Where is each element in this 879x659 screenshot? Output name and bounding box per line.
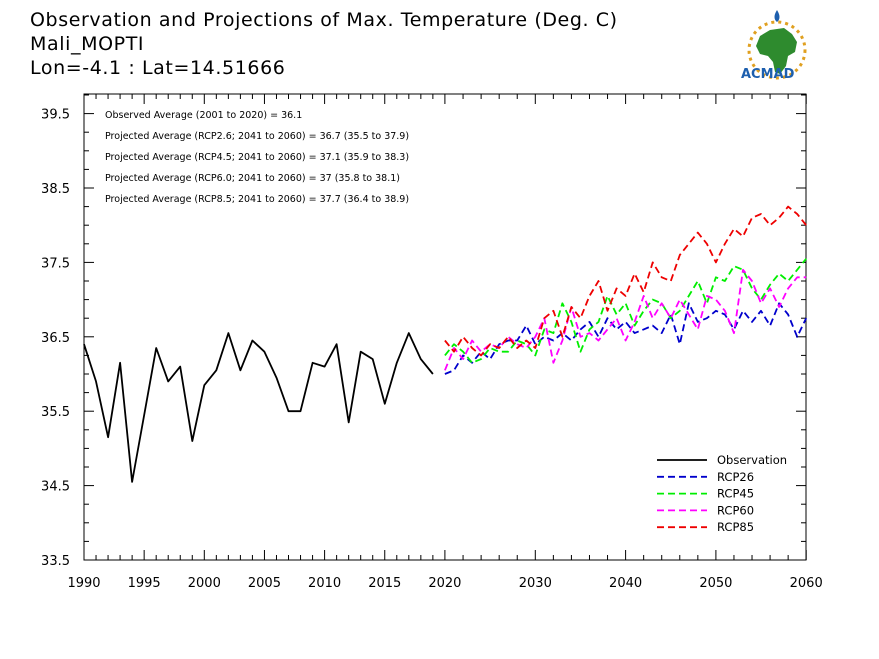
annotation-rcp60: Projected Average (RCP6.0; 2041 to 2060)… — [105, 173, 400, 184]
y-tick-label: 34.5 — [41, 480, 70, 495]
axes: 33.5 34.5 35.5 36.5 37.5 38.5 39.5 1990 1995 2000… — [41, 94, 823, 591]
acmad-logo: ACMAD — [741, 10, 807, 82]
legend-label: RCP85 — [717, 520, 754, 534]
annotation-observed: Observed Average (2001 to 2020) = 36.1 — [105, 110, 302, 121]
annotation-rcp85: Projected Average (RCP8.5; 2041 to 2060)… — [105, 194, 409, 205]
africa-icon — [756, 28, 797, 74]
x-tick-label: 1990 — [67, 576, 100, 591]
series-line-rcp85 — [444, 205, 807, 357]
x-tick-label: 2015 — [368, 576, 401, 591]
legend: Observation RCP26 RCP45 RCP60 RCP85 — [657, 453, 787, 534]
x-tick-label: 2060 — [790, 576, 823, 591]
y-tick-label: 38.5 — [41, 182, 70, 197]
annotation-rcp45: Projected Average (RCP4.5; 2041 to 2060)… — [105, 152, 409, 163]
x-tick-label: 2005 — [248, 576, 281, 591]
logo-ring — [747, 20, 807, 80]
annotation-rcp26: Projected Average (RCP2.6; 2041 to 2060)… — [105, 131, 409, 142]
water-drop-icon — [774, 10, 780, 22]
logo-text: ACMAD — [741, 67, 795, 82]
series-layer — [83, 205, 808, 483]
y-tick-label: 33.5 — [41, 554, 70, 569]
x-tick-label: 2030 — [519, 576, 552, 591]
x-tick-label: 2000 — [188, 576, 221, 591]
y-tick-label: 37.5 — [41, 256, 70, 271]
chart-title: Observation and Projections of Max. Temp… — [30, 9, 618, 31]
y-tick-label: 35.5 — [41, 405, 70, 420]
annotation-box: Observed Average (2001 to 2020) = 36.1 P… — [105, 110, 409, 205]
chart-location: Mali_MOPTI — [30, 33, 144, 55]
legend-label: RCP26 — [717, 470, 754, 484]
series-line-rcp45 — [444, 258, 807, 364]
series-line-observation — [83, 332, 434, 483]
y-tick-label: 39.5 — [41, 108, 70, 123]
y-tick-label: 36.5 — [41, 331, 70, 346]
legend-label: RCP60 — [717, 503, 754, 517]
x-tick-label: 2040 — [609, 576, 642, 591]
legend-label: Observation — [717, 453, 787, 467]
legend-label: RCP45 — [717, 487, 754, 501]
x-tick-label: 1995 — [128, 576, 161, 591]
chart-coordinates: Lon=-4.1 : Lat=14.51666 — [30, 57, 285, 79]
x-tick-label: 2020 — [428, 576, 461, 591]
x-tick-label: 2050 — [699, 576, 732, 591]
x-tick-label: 2010 — [308, 576, 341, 591]
